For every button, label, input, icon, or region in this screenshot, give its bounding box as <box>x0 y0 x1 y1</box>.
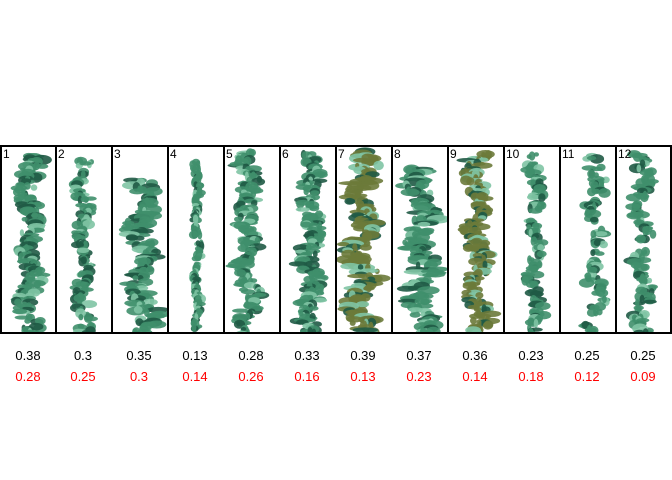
specimen-panel-9: 9 <box>447 145 503 334</box>
specimen-texture-image <box>623 150 659 332</box>
value-b-8: 0.23 <box>406 369 432 384</box>
value-a-3: 0.35 <box>126 348 152 363</box>
specimen-texture-image <box>225 148 270 332</box>
specimen-panel-6: 6 <box>279 145 335 334</box>
specimen-panel-8: 8 <box>391 145 447 334</box>
value-b-9: 0.14 <box>462 369 488 384</box>
value-a-10: 0.23 <box>518 348 544 363</box>
specimen-panel-11: 11 <box>559 145 615 334</box>
value-b-2: 0.25 <box>70 369 96 384</box>
specimen-panel-1: 1 <box>0 145 56 334</box>
specimen-texture-image <box>578 152 612 332</box>
specimen-panel-10: 10 <box>503 145 559 334</box>
value-b-7: 0.13 <box>350 369 376 384</box>
specimen-panel-7: 7 <box>335 145 391 334</box>
panel-number: 9 <box>450 147 457 161</box>
value-a-7: 0.39 <box>350 348 376 363</box>
value-b-10: 0.18 <box>518 369 544 384</box>
panel-number: 6 <box>282 147 289 161</box>
panel-number: 5 <box>226 147 233 161</box>
specimen-panel-3: 3 <box>111 145 167 334</box>
value-a-9: 0.36 <box>462 348 488 363</box>
specimen-texture-image <box>118 177 167 332</box>
value-a-4: 0.13 <box>182 348 208 363</box>
value-a-2: 0.3 <box>73 348 93 363</box>
value-b-5: 0.26 <box>238 369 264 384</box>
specimen-texture-image <box>337 147 391 332</box>
value-b-1: 0.28 <box>15 369 41 384</box>
specimen-panel-12: 12 <box>615 145 672 334</box>
value-a-11: 0.25 <box>574 348 600 363</box>
specimen-texture-image <box>456 150 502 332</box>
specimen-texture-image <box>520 151 552 332</box>
specimen-panel-strip: 1 2 3 4 5 6 7 8 9 10 11 12 <box>0 145 672 334</box>
specimen-panel-2: 2 <box>55 145 111 334</box>
value-b-6: 0.16 <box>294 369 320 384</box>
panel-number: 4 <box>170 147 177 161</box>
value-b-11: 0.12 <box>574 369 600 384</box>
panel-number: 3 <box>114 147 121 161</box>
value-a-5: 0.28 <box>238 348 264 363</box>
panel-number: 2 <box>58 147 65 161</box>
panel-number: 1 <box>3 147 10 161</box>
panel-number: 8 <box>394 147 401 161</box>
value-a-8: 0.37 <box>406 348 432 363</box>
specimen-panel-5: 5 <box>223 145 279 334</box>
panel-number: 7 <box>338 147 345 161</box>
value-b-3: 0.3 <box>129 369 149 384</box>
specimen-texture-image <box>395 164 447 332</box>
panel-number: 10 <box>506 147 520 161</box>
value-a-1: 0.38 <box>15 348 41 363</box>
value-b-4: 0.14 <box>182 369 208 384</box>
value-a-6: 0.33 <box>294 348 320 363</box>
specimen-texture-image <box>188 158 207 332</box>
value-a-12: 0.25 <box>630 348 656 363</box>
specimen-panel-4: 4 <box>167 145 223 334</box>
value-b-12: 0.09 <box>630 369 656 384</box>
specimen-texture-image <box>68 156 98 332</box>
specimen-texture-image <box>288 149 329 332</box>
panel-number: 12 <box>618 147 632 161</box>
panel-number: 11 <box>562 147 575 161</box>
specimen-texture-image <box>10 152 52 332</box>
